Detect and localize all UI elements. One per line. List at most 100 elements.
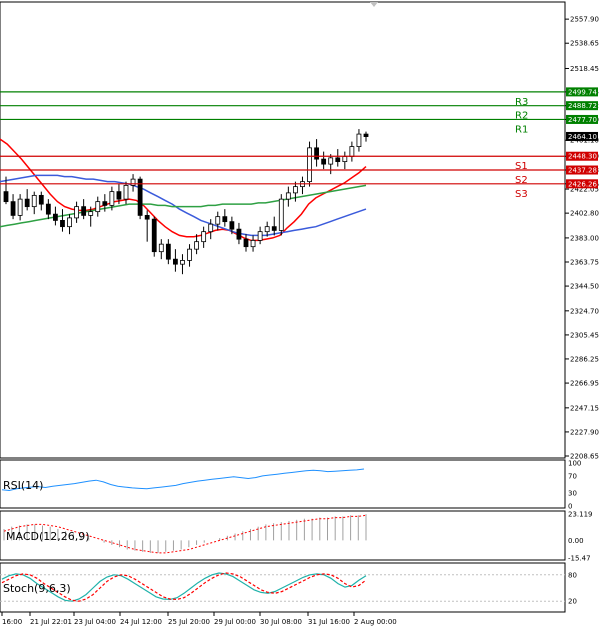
time-tick-label: 30 Jul 08:00 bbox=[260, 618, 302, 626]
bear-candle-body bbox=[165, 243, 171, 260]
candle bbox=[278, 194, 284, 236]
candle bbox=[45, 199, 51, 220]
pivot-level-tag bbox=[566, 165, 598, 175]
candle bbox=[307, 141, 312, 187]
price-tick-label: 2324.70 bbox=[570, 307, 599, 315]
candle bbox=[81, 199, 87, 220]
candle bbox=[95, 196, 101, 217]
bear-candle-body bbox=[173, 258, 178, 265]
bear-candle-body bbox=[335, 157, 341, 163]
stoch-tick-label: 80 bbox=[568, 571, 577, 579]
bear-candle-body bbox=[3, 191, 9, 203]
bull-candle-body bbox=[257, 231, 263, 241]
price-tick-label: 2227.90 bbox=[570, 428, 599, 436]
candle bbox=[102, 194, 108, 212]
rsi-tick-label: 0 bbox=[568, 503, 572, 511]
bull-candle-body bbox=[250, 240, 256, 248]
pivot-level-tag bbox=[566, 151, 598, 161]
bear-candle-body bbox=[243, 238, 249, 248]
price-tick-label: 2305.45 bbox=[570, 331, 599, 339]
bear-candle-body bbox=[222, 216, 228, 223]
candle bbox=[24, 189, 30, 211]
price-tick-label: 2538.65 bbox=[570, 40, 599, 48]
candle bbox=[257, 226, 263, 245]
candle bbox=[67, 214, 72, 235]
stoch-signal-line bbox=[1, 572, 367, 602]
bear-candle-body bbox=[53, 213, 58, 221]
candle bbox=[165, 239, 171, 265]
candle bbox=[222, 209, 228, 227]
bull-candle-body bbox=[74, 206, 79, 219]
bear-candle-body bbox=[102, 201, 108, 206]
current-price-tag bbox=[566, 131, 598, 141]
price-tick-label: 2383.00 bbox=[570, 234, 599, 242]
pivot-level-name: S2 bbox=[515, 175, 528, 186]
bear-candle-body bbox=[10, 201, 16, 216]
bear-candle-body bbox=[321, 158, 327, 165]
candle bbox=[38, 191, 44, 211]
bull-candle-body bbox=[264, 226, 270, 233]
stoch-layer: 80 20 bbox=[0, 571, 577, 606]
pivot-level-value: 2437.28 bbox=[568, 167, 597, 175]
candle bbox=[250, 235, 256, 252]
candle bbox=[53, 206, 58, 226]
macd-tick-label: 0.00 bbox=[568, 537, 584, 545]
rsi-tick-label: 100 bbox=[568, 460, 581, 468]
bull-candle-body bbox=[307, 147, 312, 183]
bear-candle-body bbox=[314, 147, 319, 160]
candle bbox=[158, 239, 164, 260]
bear-candle-body bbox=[236, 228, 242, 240]
stoch-main-line bbox=[1, 572, 367, 602]
scroll-marker-icon[interactable] bbox=[370, 2, 378, 7]
bull-candle-body bbox=[17, 198, 23, 216]
rsi-panel-frame bbox=[0, 459, 566, 509]
price-tick-label: 2344.50 bbox=[570, 283, 599, 291]
bear-candle-body bbox=[363, 133, 369, 137]
bull-candle-body bbox=[88, 211, 94, 216]
pivot-level-value: 2499.74 bbox=[568, 88, 597, 96]
candle bbox=[335, 149, 341, 167]
pivot-level-name: R3 bbox=[515, 97, 528, 108]
bull-candle-body bbox=[31, 194, 37, 208]
candle bbox=[208, 219, 214, 240]
pivot-level-tag bbox=[566, 114, 598, 124]
pivot-level-tag bbox=[566, 87, 598, 97]
bull-candle-body bbox=[349, 146, 355, 158]
candle bbox=[215, 211, 221, 231]
candle bbox=[116, 184, 122, 205]
bear-candle-body bbox=[116, 191, 122, 200]
candle bbox=[271, 216, 277, 236]
candle bbox=[74, 201, 79, 223]
pivot-levels: 2499.74 R3 2488.72 R2 2477.70 R1 2448.30 S1 2437… bbox=[0, 87, 598, 200]
macd-layer: 23.119 0.00 -15.47 bbox=[3, 511, 593, 563]
bear-candle-body bbox=[271, 226, 277, 231]
candle bbox=[264, 221, 270, 237]
moving-average-line bbox=[0, 174, 367, 237]
bull-candle-body bbox=[328, 157, 334, 165]
bull-candle-body bbox=[285, 192, 291, 200]
rsi-tick-label: 30 bbox=[568, 490, 577, 498]
candle bbox=[229, 216, 235, 235]
macd-tick-label: -15.47 bbox=[568, 555, 591, 563]
time-tick-label: 31 Jul 16:00 bbox=[308, 618, 350, 626]
bull-candle-body bbox=[194, 241, 199, 250]
candle bbox=[243, 234, 249, 252]
macd-panel-frame bbox=[0, 510, 566, 561]
current-price-label: 2464.10 bbox=[568, 133, 597, 141]
candle bbox=[3, 176, 9, 205]
pivot-level-name: R2 bbox=[515, 111, 528, 122]
bear-candle-body bbox=[151, 218, 157, 253]
pivot-level-value: 2477.70 bbox=[568, 116, 597, 124]
candle bbox=[314, 139, 319, 167]
time-tick-label: 25 Jul 20:00 bbox=[168, 618, 210, 626]
candle bbox=[144, 210, 150, 242]
pivot-level-tag bbox=[566, 101, 598, 111]
bull-candle-body bbox=[180, 260, 185, 265]
candle bbox=[180, 254, 185, 275]
time-tick-label: 2 Aug 00:00 bbox=[354, 618, 397, 626]
candle bbox=[363, 131, 369, 142]
macd-tick-label: 23.119 bbox=[568, 511, 593, 519]
candle bbox=[201, 226, 207, 248]
candle bbox=[137, 176, 143, 220]
bear-candle-body bbox=[229, 221, 235, 230]
